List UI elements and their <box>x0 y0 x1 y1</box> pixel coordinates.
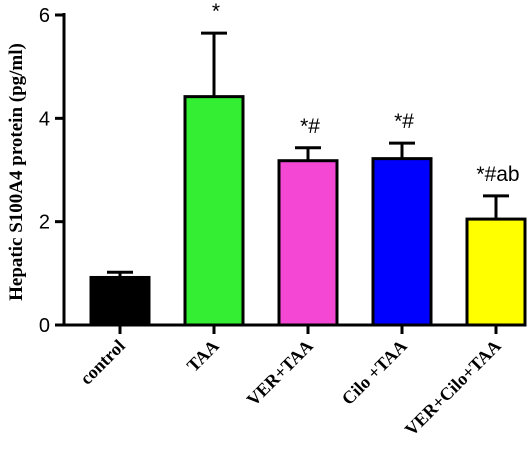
significance-label: *# <box>300 115 320 138</box>
significance-label: *# <box>394 110 414 133</box>
y-tick-label: 0 <box>39 315 50 337</box>
significance-label: * <box>212 0 220 23</box>
bar-taa <box>183 95 245 327</box>
bar-ver-cilo-taa <box>465 217 527 327</box>
significance-label: *#ab <box>476 163 519 186</box>
bar-cilo-taa <box>371 157 433 327</box>
x-tick-label: Cilo +TAA <box>338 336 411 409</box>
error-bars-group <box>107 31 509 278</box>
y-tick-label: 4 <box>39 108 50 130</box>
y-axis-label: Hepatic S100A4 protein (pg/ml) <box>6 43 27 301</box>
x-tick-label: TAA <box>183 336 223 376</box>
bar-control <box>89 275 151 327</box>
y-tick-label: 6 <box>39 5 50 27</box>
x-tick-label: control <box>76 336 129 389</box>
x-tick-label: VER+TAA <box>243 336 317 410</box>
significance-labels-group: * *# *# *#ab <box>212 0 520 186</box>
x-tick-label: VER+Cilo+TAA <box>401 336 505 440</box>
y-tick-label: 2 <box>39 212 50 234</box>
y-axis: 0 2 4 6 <box>39 5 66 337</box>
bar-ver-taa <box>277 159 339 327</box>
